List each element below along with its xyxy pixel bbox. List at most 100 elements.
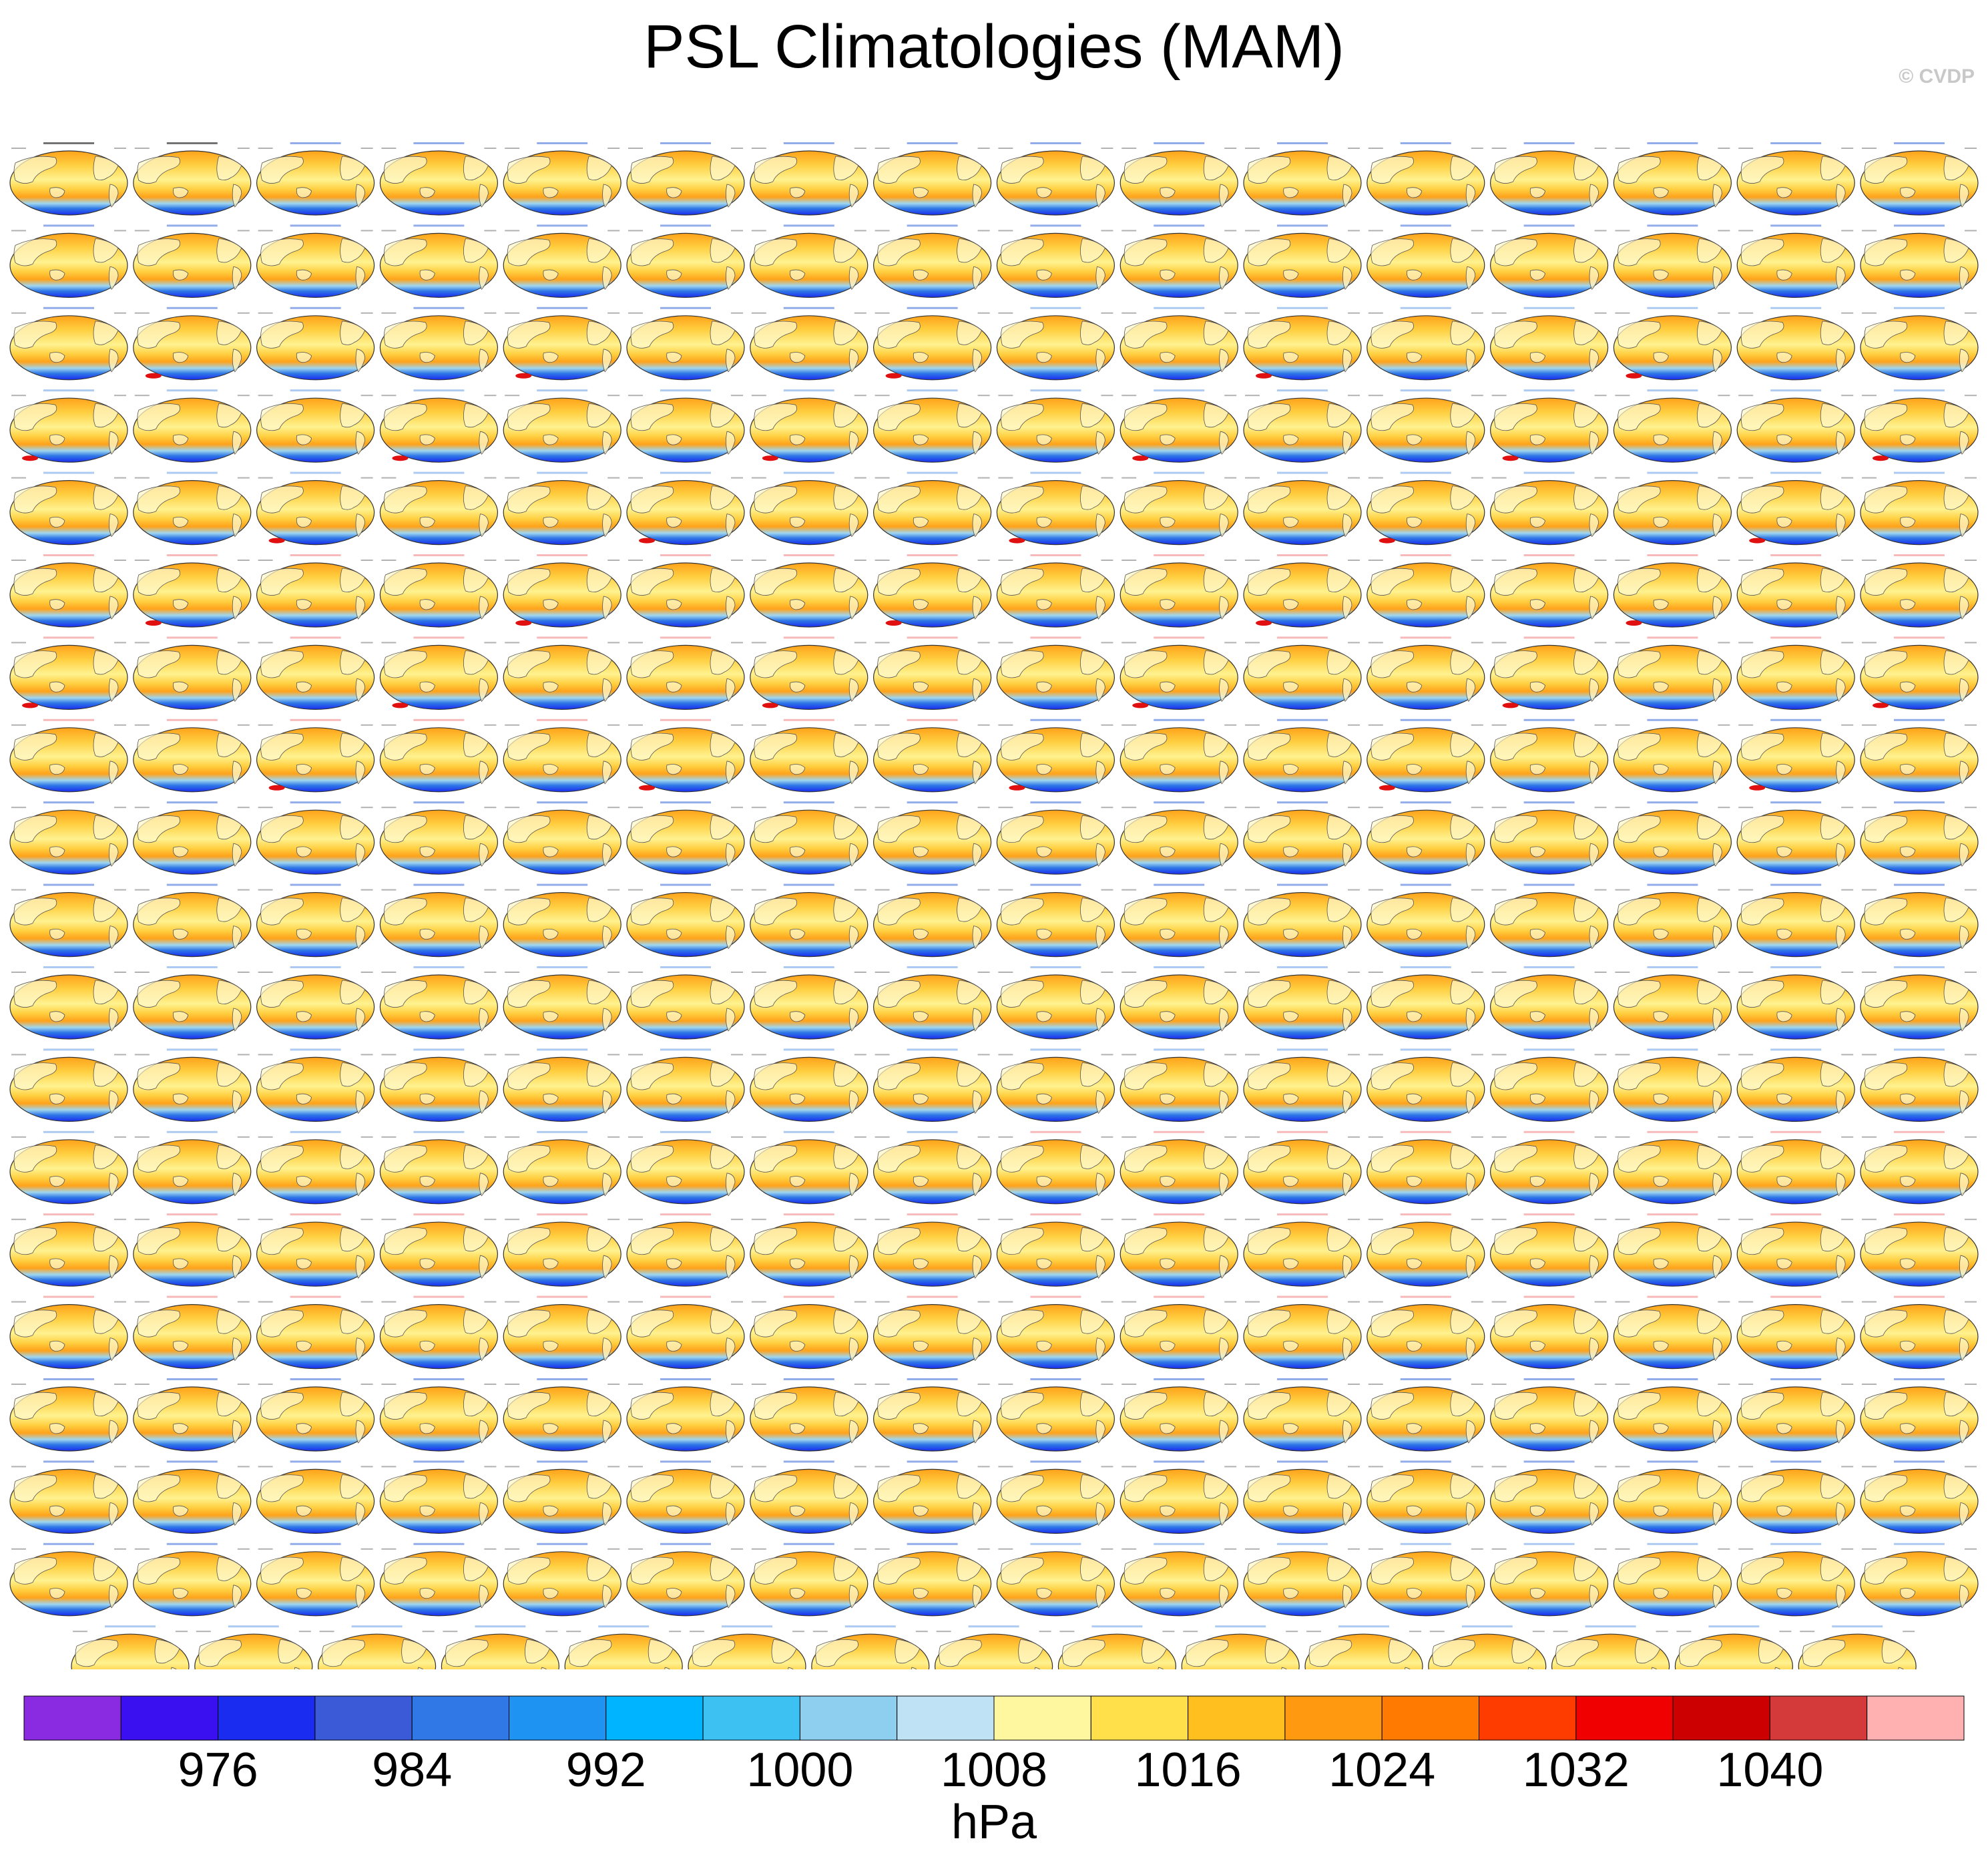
continent-outline (1820, 897, 1846, 922)
panel-title-mark (1030, 1213, 1081, 1216)
panel-score-mark (1965, 1054, 1977, 1056)
map-panel (9, 1130, 128, 1205)
colorbar-swatch (1672, 1695, 1770, 1741)
map-panel (1490, 389, 1609, 463)
continent-outline (630, 1145, 674, 1173)
panel-title-mark (166, 966, 218, 968)
continent-outline (1342, 1255, 1352, 1279)
panel-years-mark (998, 1548, 1013, 1550)
continent-outline (848, 1420, 859, 1444)
panel-years-mark (751, 807, 766, 809)
panel-title-mark (413, 306, 465, 309)
panel-score-mark (484, 477, 497, 479)
continent-outline (1529, 1258, 1546, 1269)
colorbar-swatch (1769, 1695, 1868, 1741)
continent-outline (1160, 1093, 1176, 1104)
continent-outline (1943, 403, 1969, 428)
panel-score-mark (1718, 477, 1730, 479)
panel-title-mark (1461, 1625, 1513, 1628)
panel-title-mark (290, 1460, 341, 1463)
continent-outline (1900, 1258, 1916, 1269)
panel-years-mark (381, 477, 397, 479)
continent-outline (972, 1420, 983, 1444)
map-panel (133, 1213, 252, 1287)
panel-years-mark (258, 889, 273, 891)
continent-outline (216, 1474, 242, 1499)
colorbar-tick-label: 1016 (1134, 1743, 1242, 1797)
panel-score-mark (114, 477, 126, 479)
continent-outline (1283, 1176, 1299, 1187)
continent-outline (384, 733, 427, 761)
continent-outline (1036, 1505, 1052, 1516)
continent-outline (1465, 184, 1476, 208)
panel-score-mark (1101, 724, 1113, 726)
colorbar-swatch (23, 1695, 121, 1741)
panel-years-mark (134, 312, 150, 314)
continent-outline (1864, 1392, 1908, 1420)
panel-score-mark (1471, 312, 1483, 314)
continent-outline (1080, 980, 1105, 1004)
continent-outline (1080, 1474, 1105, 1499)
panel-title-mark (1770, 883, 1822, 886)
continent-outline (1342, 1585, 1352, 1609)
continent-outline (260, 156, 304, 184)
continent-outline (340, 1145, 366, 1169)
continent-outline (1080, 238, 1105, 263)
map-panel (1736, 801, 1855, 875)
continent-outline (1001, 485, 1044, 513)
panel-years-mark (11, 1384, 26, 1385)
map-panel (1736, 554, 1855, 628)
panel-years-mark (690, 1631, 704, 1633)
map-panel (1120, 1213, 1238, 1287)
continent-outline (1407, 1423, 1423, 1434)
continent-outline (479, 678, 489, 702)
continent-outline (1342, 761, 1352, 785)
map-panel (626, 471, 745, 546)
map-panel (996, 966, 1115, 1040)
panel-score-mark (1532, 1631, 1545, 1633)
continent-outline (1203, 1309, 1229, 1334)
continent-outline (586, 321, 612, 345)
continent-outline (260, 733, 304, 761)
continent-outline (1943, 733, 1969, 757)
continent-outline (1371, 156, 1414, 184)
continent-outline (1820, 238, 1846, 263)
panel-score-mark (1348, 230, 1360, 232)
panel-years-mark (1615, 1548, 1630, 1550)
map-panel (1366, 389, 1485, 463)
panel-title-mark (1894, 554, 1945, 556)
continent-outline (1529, 681, 1546, 692)
panel-score-mark (1779, 1631, 1792, 1633)
panel-years-mark (258, 1219, 273, 1221)
panel-score-mark (1841, 972, 1854, 973)
continent-outline (1247, 321, 1291, 349)
continent-outline (1653, 269, 1669, 280)
panel-title-mark (228, 1625, 279, 1628)
panel-years-mark (1738, 724, 1754, 726)
continent-outline (463, 1062, 489, 1087)
panel-title-mark (1400, 1378, 1451, 1380)
continent-outline (1080, 1145, 1105, 1169)
panel-score-mark (1594, 1466, 1607, 1468)
panel-years-mark (751, 1301, 766, 1303)
map-panel (750, 801, 868, 875)
panel-score-mark (731, 1466, 743, 1468)
continent-outline (1959, 925, 1969, 950)
panel-score-mark (237, 1136, 250, 1138)
continent-outline (630, 1392, 674, 1420)
panel-score-mark (1224, 1548, 1237, 1550)
colorbar-swatch (799, 1695, 898, 1741)
continent-outline (109, 1255, 119, 1279)
panel-years-mark (1491, 724, 1507, 726)
continent-outline (833, 733, 859, 757)
panel-title-mark (290, 471, 341, 474)
continent-outline (507, 1557, 551, 1585)
continent-outline (1342, 1090, 1352, 1114)
panel-title-mark (537, 1295, 588, 1298)
panel-title-mark (1523, 1213, 1575, 1216)
panel-years-mark (751, 477, 766, 479)
continent-outline (1450, 403, 1476, 428)
continent-outline (1326, 1227, 1352, 1252)
panel-title-mark (1400, 1295, 1451, 1298)
continent-outline (232, 184, 242, 208)
